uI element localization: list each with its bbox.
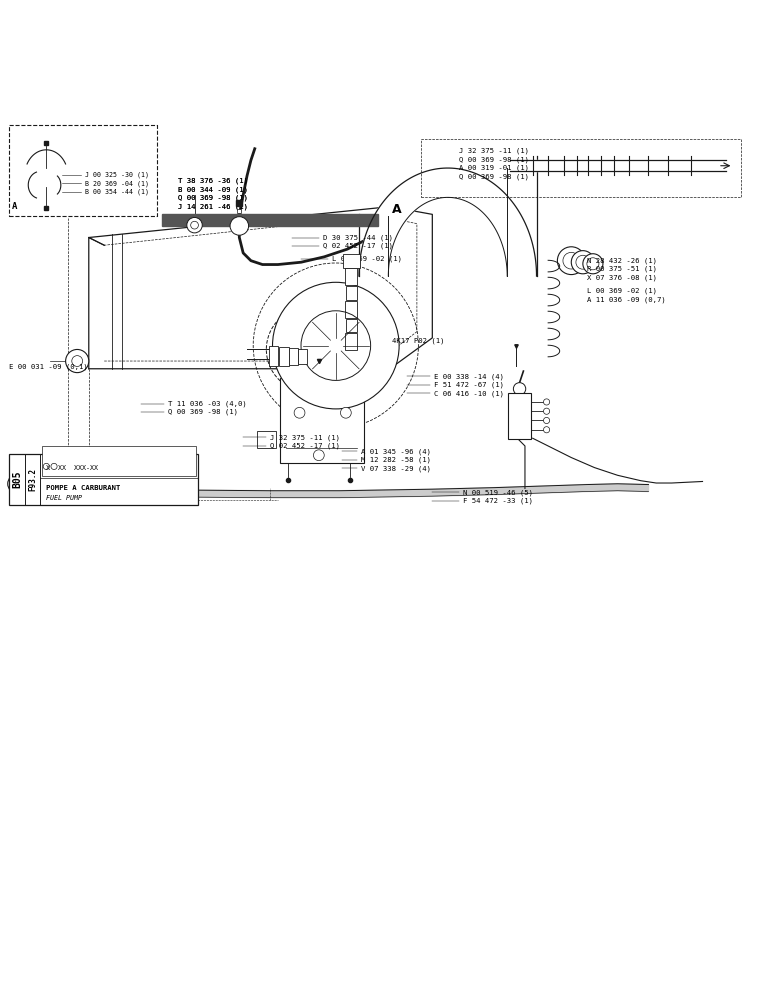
Text: Q 00 369 -98 (1): Q 00 369 -98 (1) <box>168 409 239 415</box>
Bar <box>280 378 364 463</box>
Circle shape <box>273 282 399 409</box>
Circle shape <box>313 450 324 461</box>
Bar <box>345 268 357 285</box>
Text: J 32 375 -11 (1): J 32 375 -11 (1) <box>459 148 530 154</box>
Circle shape <box>187 217 202 233</box>
Text: M 12 282 -58 (1): M 12 282 -58 (1) <box>361 457 432 463</box>
Circle shape <box>294 407 305 418</box>
Circle shape <box>543 417 550 424</box>
Circle shape <box>543 399 550 405</box>
Bar <box>508 393 531 439</box>
Bar <box>289 348 298 365</box>
Circle shape <box>543 408 550 414</box>
Text: B 20 369 -04 (1): B 20 369 -04 (1) <box>85 180 149 187</box>
Bar <box>279 347 289 366</box>
Text: 14: 14 <box>20 468 29 477</box>
Text: B 00 354 -44 (1): B 00 354 -44 (1) <box>85 189 149 195</box>
Circle shape <box>543 427 550 433</box>
Text: Q 00 369 -98 (1): Q 00 369 -98 (1) <box>178 195 248 201</box>
Circle shape <box>563 252 580 269</box>
Text: L 00 369 -02 (1): L 00 369 -02 (1) <box>587 288 657 294</box>
Text: B 00 344 -09 (1): B 00 344 -09 (1) <box>178 186 248 193</box>
Bar <box>257 431 276 448</box>
Text: Q 00 369 -98 (1): Q 00 369 -98 (1) <box>459 156 530 163</box>
Bar <box>9 454 198 505</box>
Bar <box>269 346 278 366</box>
Circle shape <box>587 258 599 270</box>
Polygon shape <box>359 168 537 276</box>
Circle shape <box>66 349 89 373</box>
Circle shape <box>583 254 603 274</box>
Text: B05: B05 <box>12 470 22 488</box>
Circle shape <box>8 475 26 493</box>
Text: D 30 375 -44 (1): D 30 375 -44 (1) <box>323 234 393 241</box>
Bar <box>343 254 360 268</box>
Text: B 00 344 -09 (1): B 00 344 -09 (1) <box>178 186 248 193</box>
Text: X 07 376 -08 (1): X 07 376 -08 (1) <box>587 274 657 281</box>
Text: F 54 472 -33 (1): F 54 472 -33 (1) <box>463 498 533 504</box>
Bar <box>346 319 357 332</box>
Circle shape <box>557 247 585 275</box>
Polygon shape <box>510 160 726 171</box>
Text: E 00 031 -09 (0,1): E 00 031 -09 (0,1) <box>9 364 88 370</box>
Text: Q 00 369 -98 (1): Q 00 369 -98 (1) <box>459 173 530 180</box>
Text: A 00 319 -01 (1): A 00 319 -01 (1) <box>459 165 530 171</box>
Text: X  XX  XXX-XX: X XX XXX-XX <box>46 465 97 471</box>
Text: A: A <box>12 202 18 211</box>
Text: N 28 432 -26 (1): N 28 432 -26 (1) <box>587 257 657 264</box>
Bar <box>345 301 357 318</box>
Text: T 11 036 -03 (4,0): T 11 036 -03 (4,0) <box>168 400 247 407</box>
Text: A: A <box>392 203 401 216</box>
Text: R 00 375 -51 (1): R 00 375 -51 (1) <box>587 266 657 272</box>
Circle shape <box>513 383 526 395</box>
Text: A 01 345 -96 (4): A 01 345 -96 (4) <box>361 448 432 455</box>
Circle shape <box>230 217 249 235</box>
Text: Q 02 452 -17 (1): Q 02 452 -17 (1) <box>323 243 393 249</box>
Text: T 38 376 -36 (1): T 38 376 -36 (1) <box>178 178 248 184</box>
Polygon shape <box>89 207 432 369</box>
Circle shape <box>340 407 351 418</box>
Text: POMPE A CARBURANT: POMPE A CARBURANT <box>46 485 120 491</box>
Polygon shape <box>162 214 378 226</box>
Text: J 14 261 -46 (1): J 14 261 -46 (1) <box>178 203 248 210</box>
Text: L 00 369 -02 (1): L 00 369 -02 (1) <box>332 256 402 262</box>
Text: F93.2: F93.2 <box>28 468 37 491</box>
Circle shape <box>576 255 590 269</box>
Text: F 51 472 -67 (1): F 51 472 -67 (1) <box>434 382 504 388</box>
Text: FUEL PUMP: FUEL PUMP <box>46 495 82 501</box>
Text: C 06 416 -10 (1): C 06 416 -10 (1) <box>434 390 504 397</box>
Text: A 11 036 -09 (0,7): A 11 036 -09 (0,7) <box>587 296 665 303</box>
Text: J 00 325 -30 (1): J 00 325 -30 (1) <box>85 172 149 178</box>
Text: Q 02 452 -17 (1): Q 02 452 -17 (1) <box>270 443 340 449</box>
Polygon shape <box>22 479 648 498</box>
Bar <box>42 446 196 476</box>
Text: Q 00 369 -98 (1): Q 00 369 -98 (1) <box>178 195 248 201</box>
Bar <box>298 349 307 364</box>
Bar <box>9 125 157 216</box>
Text: 4K17 P02 (1): 4K17 P02 (1) <box>392 338 445 344</box>
Bar <box>346 286 357 300</box>
Circle shape <box>571 251 594 274</box>
Bar <box>421 139 741 197</box>
Text: E 00 338 -14 (4): E 00 338 -14 (4) <box>434 373 504 380</box>
Text: T 38 376 -36 (1): T 38 376 -36 (1) <box>178 178 248 184</box>
Text: N 00 519 -46 (5): N 00 519 -46 (5) <box>463 489 533 496</box>
Text: J 14 261 -46 (1): J 14 261 -46 (1) <box>178 203 248 210</box>
Bar <box>345 333 357 350</box>
Text: V 07 338 -29 (4): V 07 338 -29 (4) <box>361 465 432 472</box>
Text: J 32 375 -11 (1): J 32 375 -11 (1) <box>270 434 340 441</box>
